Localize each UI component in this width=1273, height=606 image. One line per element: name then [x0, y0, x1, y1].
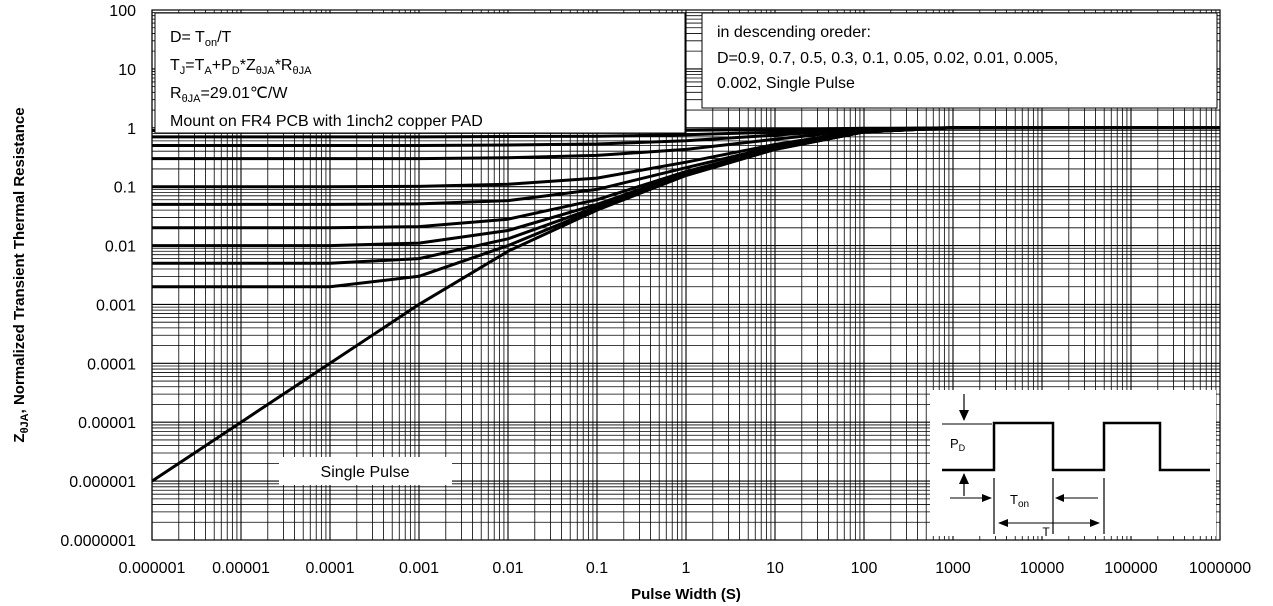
x-tick-label: 100: [851, 560, 878, 577]
pd-label: PD: [950, 436, 966, 453]
y-tick-label: 0.000001: [69, 474, 136, 491]
duty-definition-text: D= Ton/T: [170, 29, 232, 49]
x-tick-labels: 0.000001 0.00001 0.0001 0.001 0.01 0.1 1 10 100 1…: [119, 560, 1252, 577]
thermal-resistance-text: RθJA=29.01℃/W: [170, 85, 288, 105]
series-single-pulse: [151, 126, 1220, 483]
x-tick-label: 0.000001: [119, 560, 186, 577]
y-tick-labels: 0.0000001 0.000001 0.00001 0.0001 0.001 0.01 0…: [60, 3, 136, 550]
x-tick-label: 100000: [1104, 560, 1157, 577]
y-tick-label: 100: [109, 3, 136, 20]
y-tick-label: 1: [127, 121, 136, 138]
ton-label: Ton: [1010, 492, 1029, 510]
pulse-waveform-inset: PD Ton T: [930, 390, 1216, 539]
x-axis-title: Pulse Width (S): [631, 586, 741, 603]
y-tick-label: 0.01: [105, 239, 136, 256]
single-pulse-label-box: Single Pulse: [279, 457, 452, 485]
period-label: T: [1042, 525, 1050, 539]
y-tick-label: 0.1: [114, 180, 136, 197]
series-group: [151, 126, 1221, 483]
pulse-waveform-line: [942, 421, 1210, 472]
annotation-box-right: in descending oreder: D=0.9, 0.7, 0.5, 0…: [701, 12, 1218, 109]
x-tick-label: 10000: [1020, 560, 1065, 577]
annotation-box-left: D= Ton/T TJ=TA+PD*ZθJA*RθJA RθJA=29.01℃/…: [154, 12, 686, 134]
y-tick-label: 0.0000001: [60, 533, 136, 550]
legend-duty-list-2: 0.002, Single Pulse: [717, 75, 855, 92]
y-tick-label: 0.0001: [87, 356, 136, 373]
y-axis-title: ZθJA, Normalized Transient Thermal Resis…: [11, 107, 31, 442]
x-tick-label: 1: [682, 560, 691, 577]
x-tick-label: 0.01: [492, 560, 523, 577]
y-tick-label: 0.001: [96, 297, 136, 314]
y-tick-label: 0.00001: [78, 415, 136, 432]
x-tick-label: 0.0001: [306, 560, 355, 577]
y-tick-label: 10: [118, 62, 136, 79]
x-tick-label: 0.1: [586, 560, 608, 577]
legend-order-heading: in descending oreder:: [717, 24, 871, 41]
x-tick-label: 0.00001: [212, 560, 270, 577]
x-tick-label: 1000000: [1189, 560, 1251, 577]
x-tick-label: 1000: [935, 560, 971, 577]
x-tick-label: 0.001: [399, 560, 439, 577]
junction-temp-formula-text: TJ=TA+PD*ZθJA*RθJA: [170, 57, 312, 77]
single-pulse-label: Single Pulse: [321, 464, 410, 481]
x-tick-label: 10: [766, 560, 784, 577]
legend-duty-list-1: D=0.9, 0.7, 0.5, 0.3, 0.1, 0.05, 0.02, 0…: [717, 50, 1058, 67]
plot-frame: [151, 9, 1221, 541]
mounting-note-text: Mount on FR4 PCB with 1inch2 copper PAD: [170, 113, 483, 130]
